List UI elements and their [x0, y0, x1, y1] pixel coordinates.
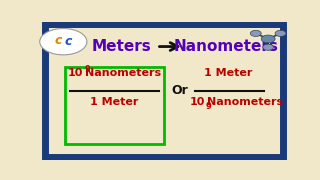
Text: c: c — [55, 34, 62, 47]
Circle shape — [261, 35, 275, 43]
Text: Nanometers: Nanometers — [85, 68, 162, 78]
Circle shape — [263, 44, 274, 50]
Circle shape — [250, 30, 261, 36]
FancyBboxPatch shape — [45, 24, 283, 158]
Text: 10: 10 — [68, 68, 84, 78]
Text: 9: 9 — [206, 102, 212, 111]
Text: 1 Meter: 1 Meter — [90, 97, 139, 107]
Text: 1 Meter: 1 Meter — [204, 68, 253, 78]
Text: c: c — [64, 35, 71, 48]
Circle shape — [40, 28, 87, 55]
Text: Meters: Meters — [92, 39, 152, 54]
Text: Nanometers: Nanometers — [173, 39, 278, 54]
Text: 9: 9 — [84, 65, 90, 74]
Text: 10: 10 — [189, 97, 205, 107]
Text: Or: Or — [172, 84, 188, 97]
FancyBboxPatch shape — [65, 67, 164, 144]
Circle shape — [275, 30, 286, 36]
Text: Nanometers: Nanometers — [207, 97, 283, 107]
